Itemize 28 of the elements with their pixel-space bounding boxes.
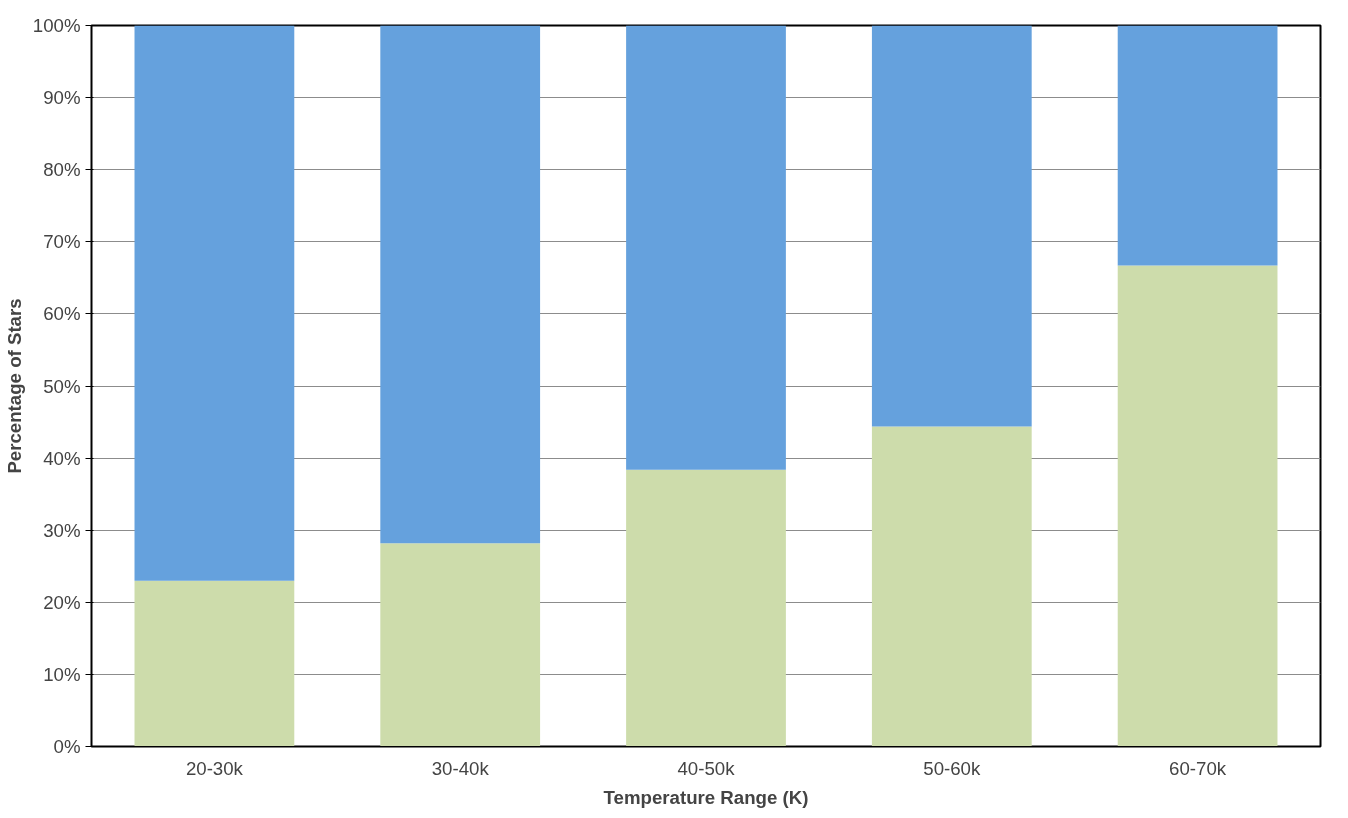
y-axis-title: Percentage of Stars <box>3 298 25 474</box>
bar <box>134 25 295 581</box>
y-tick-label: 10% <box>43 663 81 685</box>
x-axis-title: Temperature Range (K) <box>603 786 809 808</box>
bar <box>1117 25 1278 266</box>
bar <box>1117 265 1278 747</box>
bar <box>626 25 786 470</box>
y-tick-label: 80% <box>43 159 81 181</box>
bar <box>380 25 541 544</box>
x-tick-label: 60-70k <box>1169 757 1227 779</box>
x-tick-label: 50-60k <box>923 757 981 779</box>
bar <box>626 469 786 747</box>
y-tick-label: 100% <box>32 15 81 36</box>
bar <box>134 580 295 747</box>
y-tick-label: 70% <box>43 231 81 253</box>
y-tick-label: 90% <box>43 87 81 109</box>
y-tick-label: 40% <box>43 447 81 469</box>
y-tick-label: 20% <box>43 591 81 613</box>
y-tick-label: 60% <box>43 303 81 325</box>
y-tick-label: 30% <box>43 519 81 541</box>
bar <box>871 25 1032 427</box>
x-tick-label: 20-30k <box>185 757 244 779</box>
x-tick-label: 30-40k <box>431 757 490 779</box>
bar <box>380 543 541 747</box>
y-tick-label: 0% <box>53 736 81 757</box>
x-tick-label: 40-50k <box>677 757 736 779</box>
bar <box>871 426 1032 747</box>
y-tick-label: 50% <box>43 375 81 397</box>
